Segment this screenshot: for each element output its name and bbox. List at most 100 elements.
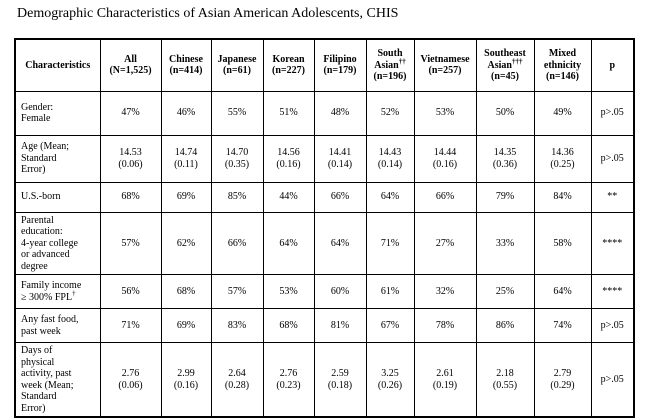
data-cell: 81%: [313, 308, 367, 343]
data-cell: 25%: [475, 274, 535, 309]
demographics-table: Characteristics All (N=1,525) Chinese (n=414…: [14, 38, 635, 418]
data-cell: 14.53 (0.06): [99, 134, 162, 183]
column-sample-size: (n=414): [169, 65, 203, 77]
table-row: Parental education: 4-year college or ad…: [14, 211, 635, 275]
column-header: p: [590, 38, 635, 92]
column-sample-size: (n=45): [491, 71, 519, 82]
column-header: Filipino (n=179): [313, 38, 367, 92]
column-header-label: Vietnamese: [420, 53, 470, 65]
data-cell: 66%: [313, 181, 367, 213]
row-label: Any fast food, past week: [21, 314, 79, 337]
data-cell: 14.35 (0.36): [475, 134, 535, 183]
data-cell: 27%: [413, 211, 477, 275]
column-header-label: Korean: [272, 53, 305, 65]
data-cell: 46%: [160, 90, 212, 136]
data-cell: 69%: [160, 181, 212, 213]
data-cell: 71%: [365, 211, 415, 275]
data-cell: 68%: [160, 274, 212, 309]
row-label-cell: Age (Mean; Standard Error): [14, 134, 101, 183]
data-cell: 2.76 (0.06): [99, 342, 162, 418]
row-label: Gender: Female: [21, 101, 54, 125]
page-title: Demographic Characteristics of Asian Ame…: [17, 6, 399, 21]
data-cell: 33%: [475, 211, 535, 275]
column-header: Chinese (n=414): [160, 38, 212, 92]
data-cell: 2.99 (0.16): [160, 342, 212, 418]
data-cell: 3.25 (0.26): [365, 342, 415, 418]
data-cell: 44%: [262, 181, 315, 213]
data-cell: 64%: [533, 274, 592, 309]
data-cell: 57%: [210, 274, 264, 309]
table-header: Characteristics All (N=1,525) Chinese (n=414…: [14, 38, 635, 92]
table-row: Days of physical activity, past week (Me…: [14, 342, 635, 418]
data-cell: 66%: [210, 211, 264, 275]
data-cell: 52%: [365, 90, 415, 136]
data-cell: 14.44 (0.16): [413, 134, 477, 183]
column-header: All (N=1,525): [99, 38, 162, 92]
data-cell: 2.61 (0.19): [413, 342, 477, 418]
data-cell: 14.36 (0.25): [533, 134, 592, 183]
data-cell: 74%: [533, 308, 592, 343]
data-cell: 61%: [365, 274, 415, 309]
data-cell: 14.43 (0.14): [365, 134, 415, 183]
column-sample-size: (n=146): [546, 71, 579, 82]
row-label: Age (Mean; Standard Error): [21, 141, 70, 176]
row-label-cell: Any fast food, past week: [14, 308, 101, 343]
data-cell: 83%: [210, 308, 264, 343]
row-label: Days of physical activity, past week (Me…: [21, 345, 74, 414]
data-cell: 60%: [313, 274, 367, 309]
data-cell: 2.59 (0.18): [313, 342, 367, 418]
column-sample-size: (N=1,525): [109, 65, 152, 77]
data-cell: 14.56 (0.16): [262, 134, 315, 183]
data-cell: 58%: [533, 211, 592, 275]
column-header: Characteristics: [14, 38, 101, 92]
row-label: Parental education: 4-year college or ad…: [21, 214, 78, 272]
table-row: Any fast food, past week 71% 69% 83% 68% 81% 6…: [14, 308, 635, 343]
table-row: Age (Mean; Standard Error) 14.53 (0.06) 14…: [14, 134, 635, 183]
column-header: Southeast Asian††† (n=45): [475, 38, 535, 92]
data-cell: 66%: [413, 181, 477, 213]
table-body: Gender: Female 47% 46% 55% 51% 48% 52% 53% 50% 49…: [14, 90, 635, 418]
data-cell: 79%: [475, 181, 535, 213]
data-cell: 64%: [313, 211, 367, 275]
table-row: U.S.-born 68% 69% 85% 44% 66% 64% 66% 79% 84% **: [14, 181, 635, 213]
p-value-cell: **: [590, 181, 635, 213]
row-label: Family income ≥ 300% FPL: [21, 280, 82, 303]
data-cell: 47%: [99, 90, 162, 136]
data-cell: 2.64 (0.28): [210, 342, 264, 418]
data-cell: 71%: [99, 308, 162, 343]
column-header: Mixed ethnicity (n=146): [533, 38, 592, 92]
data-cell: 68%: [262, 308, 315, 343]
column-header: Vietnamese (n=257): [413, 38, 477, 92]
row-label-cell: Gender: Female: [14, 90, 101, 136]
data-cell: 85%: [210, 181, 264, 213]
data-cell: 56%: [99, 274, 162, 309]
data-cell: 53%: [262, 274, 315, 309]
row-label-cell: Parental education: 4-year college or ad…: [14, 211, 101, 275]
data-cell: 55%: [210, 90, 264, 136]
column-header: South Asian†† (n=196): [365, 38, 415, 92]
p-value-cell: p>.05: [590, 134, 635, 183]
column-header-label: South Asian: [374, 48, 403, 71]
data-cell: 53%: [413, 90, 477, 136]
page: { "page": { "title": "Demographic Charac…: [14, 6, 635, 418]
p-value-cell: ****: [590, 274, 635, 309]
p-value-cell: p>.05: [590, 342, 635, 418]
column-header-label: Southeast Asian: [484, 48, 526, 71]
row-label-cell: Days of physical activity, past week (Me…: [14, 342, 101, 418]
data-cell: 48%: [313, 90, 367, 136]
data-cell: 84%: [533, 181, 592, 213]
data-cell: 2.18 (0.55): [475, 342, 535, 418]
row-label: U.S.-born: [21, 191, 61, 203]
column-sample-size: (n=257): [428, 65, 462, 77]
data-cell: 50%: [475, 90, 535, 136]
data-cell: 2.76 (0.23): [262, 342, 315, 418]
data-cell: 67%: [365, 308, 415, 343]
dagger-footnote-marker: †: [72, 289, 76, 298]
column-header-label: Mixed ethnicity: [543, 48, 582, 71]
data-cell: 62%: [160, 211, 212, 275]
data-cell: 14.74 (0.11): [160, 134, 212, 183]
column-header-label: Characteristics: [25, 59, 91, 71]
data-cell: 49%: [533, 90, 592, 136]
table-row: Gender: Female 47% 46% 55% 51% 48% 52% 53% 50% 49…: [14, 90, 635, 136]
data-cell: 32%: [413, 274, 477, 309]
